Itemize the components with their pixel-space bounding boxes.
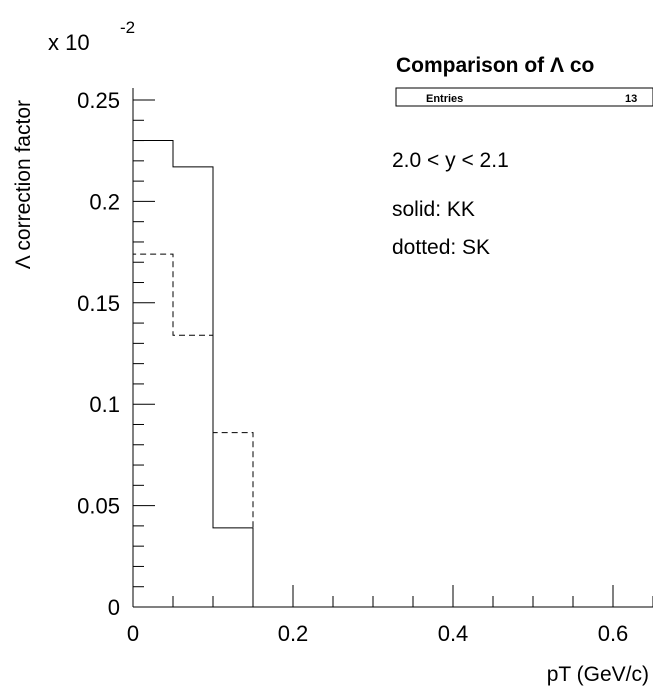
- x-tick-label: 0.4: [438, 621, 469, 646]
- axis-tick-labels: 0 0.05 0.1 0.15 0.2 0.25 0 0.2 0.4 0.6: [77, 88, 628, 646]
- x-axis-label: pT (GeV/c): [547, 663, 649, 686]
- y-tick-label: 0.25: [77, 88, 120, 113]
- histogram-series: [132, 140, 254, 607]
- y-multiplier-exponent: -2: [120, 18, 135, 37]
- x-tick-label: 0.6: [598, 621, 629, 646]
- series-sk-dashed-line: [132, 253, 254, 607]
- stats-entries-value: 13: [625, 93, 637, 105]
- stats-entries-label: Entries: [426, 93, 463, 105]
- stats-box: [395, 87, 653, 107]
- y-tick-label: 0.1: [89, 392, 120, 417]
- y-tick-label: 0: [108, 595, 120, 620]
- x-tick-label: 0: [127, 621, 139, 646]
- axis-ticks: [132, 99, 653, 608]
- annotation-rapidity-range: 2.0 < y < 2.1: [392, 149, 509, 172]
- annotation-solid-kk: solid: KK: [392, 198, 475, 221]
- y-axis-label: Λ correction factor: [12, 100, 35, 269]
- y-tick-label: 0.15: [77, 291, 120, 316]
- y-tick-label: 0.2: [89, 189, 120, 214]
- annotation-dotted-sk: dotted: SK: [392, 236, 490, 259]
- y-tick-label: 0.05: [77, 494, 120, 519]
- x-tick-label: 0.2: [278, 621, 309, 646]
- y-multiplier: x 10: [48, 30, 90, 55]
- series-kk-solid-line: [132, 140, 254, 607]
- chart-title: Comparison of Λ co: [396, 54, 594, 77]
